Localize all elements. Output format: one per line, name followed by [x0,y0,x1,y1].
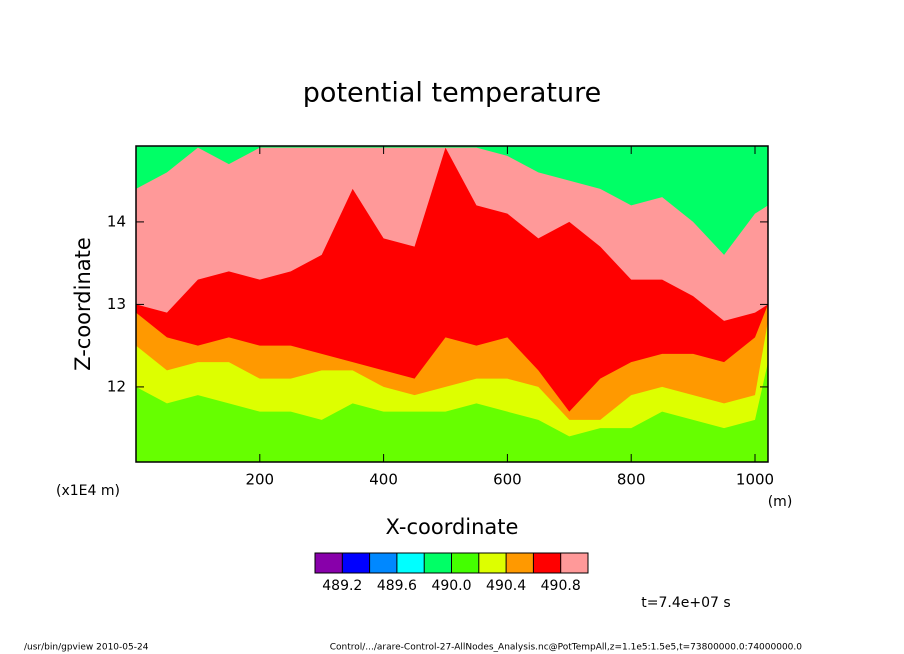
colorbar-tick-label: 489.2 [322,578,362,594]
colorbar-cell [451,553,479,573]
y-tick-label: 13 [107,295,126,313]
colorbar-tick-label: 490.0 [431,578,471,594]
colorbar-cell [396,553,425,573]
y-axis-label: Z-coordinate [71,237,95,371]
colorbar-tick-label: 490.4 [486,578,526,594]
colorbar-cell [369,553,397,573]
footer-right: Control/.../arare-Control-27-AllNodes_An… [330,643,803,653]
colorbar-frame [314,552,589,574]
chart-title: potential temperature [303,78,601,109]
x-unit: (m) [768,494,793,510]
colorbar-cell [478,553,507,573]
colorbar-tick-label: 489.6 [377,578,417,594]
x-tick-label: 200 [245,471,274,489]
contour-layer [136,362,768,462]
colorbar-cell [506,553,534,573]
colorbar-cell [315,553,343,573]
colorbar-tick-label: 490.8 [541,578,581,594]
x-tick-label: 1000 [736,471,774,489]
footer-left: /usr/bin/gpview 2010-05-24 [24,643,149,653]
colorbar-cell [342,553,370,573]
x-tick-label: 400 [369,471,398,489]
y-tick-label: 12 [107,377,126,395]
time-label: t=7.4e+07 s [641,595,730,611]
x-tick-label: 800 [617,471,646,489]
colorbar-cell [424,553,452,573]
y-tick-label: 14 [107,212,126,230]
colorbar-cell [533,553,561,573]
y-unit: (x1E4 m) [56,483,120,499]
x-axis-label: X-coordinate [386,515,519,539]
colorbar-cell [560,553,588,573]
x-tick-label: 600 [493,471,522,489]
